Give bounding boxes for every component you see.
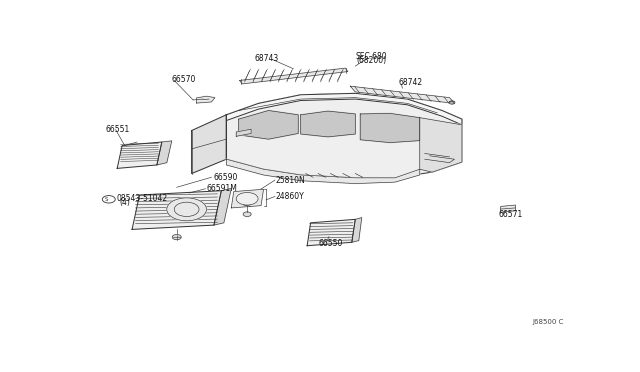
Text: 68742: 68742 bbox=[399, 78, 422, 87]
Circle shape bbox=[167, 198, 207, 221]
Text: 25810N: 25810N bbox=[276, 176, 306, 185]
Text: 08543-51042: 08543-51042 bbox=[116, 194, 167, 203]
Text: (68200): (68200) bbox=[356, 56, 387, 65]
Polygon shape bbox=[196, 96, 215, 103]
Text: 66590: 66590 bbox=[214, 173, 238, 182]
Polygon shape bbox=[132, 191, 221, 230]
Polygon shape bbox=[350, 86, 454, 103]
Polygon shape bbox=[227, 159, 420, 183]
Polygon shape bbox=[191, 115, 227, 173]
Polygon shape bbox=[117, 142, 162, 169]
Circle shape bbox=[236, 192, 258, 205]
Polygon shape bbox=[352, 218, 362, 242]
Text: S: S bbox=[105, 197, 109, 202]
Text: (4): (4) bbox=[120, 198, 131, 207]
Circle shape bbox=[172, 235, 181, 240]
Text: 68743: 68743 bbox=[255, 54, 279, 64]
Text: SEC.680: SEC.680 bbox=[355, 52, 387, 61]
Text: 66571: 66571 bbox=[498, 210, 522, 219]
Polygon shape bbox=[420, 118, 462, 172]
Polygon shape bbox=[500, 205, 515, 212]
Text: J68500 C: J68500 C bbox=[532, 319, 564, 325]
Polygon shape bbox=[360, 113, 420, 142]
Polygon shape bbox=[214, 189, 231, 225]
Polygon shape bbox=[236, 129, 251, 136]
Polygon shape bbox=[227, 93, 462, 178]
Polygon shape bbox=[240, 68, 348, 84]
Polygon shape bbox=[227, 93, 462, 125]
Text: 66570: 66570 bbox=[172, 74, 196, 83]
Text: 66591M: 66591M bbox=[207, 184, 237, 193]
Polygon shape bbox=[307, 219, 355, 246]
Polygon shape bbox=[239, 110, 298, 139]
Text: 66550: 66550 bbox=[318, 239, 342, 248]
Text: 24860Y: 24860Y bbox=[276, 192, 305, 201]
Polygon shape bbox=[231, 189, 264, 208]
Text: 66551: 66551 bbox=[106, 125, 130, 134]
Circle shape bbox=[243, 212, 251, 217]
Polygon shape bbox=[157, 141, 172, 165]
Polygon shape bbox=[301, 111, 355, 137]
